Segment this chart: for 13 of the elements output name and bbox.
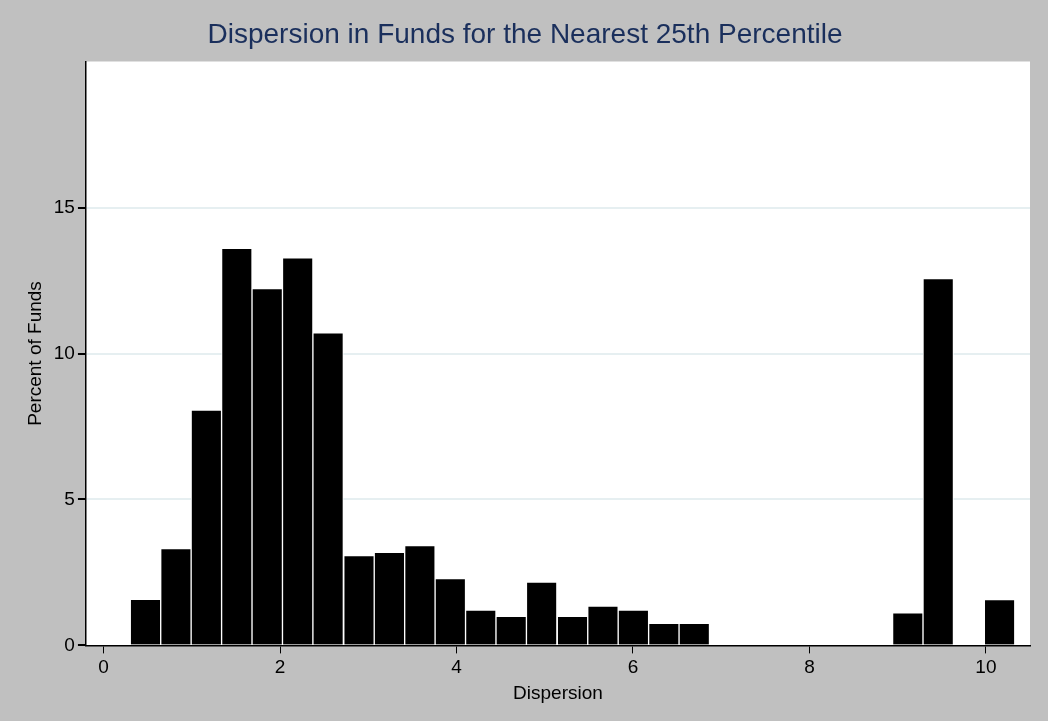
x-tick-label: 6 — [627, 656, 639, 678]
y-tick-label: 5 — [64, 487, 75, 509]
y-axis-title: Percent of Funds — [23, 281, 45, 426]
x-tick-label: 8 — [804, 656, 815, 678]
chart-title: Dispersion in Funds for the Nearest 25th Percentile — [207, 17, 843, 49]
x-tick-label: 4 — [451, 656, 463, 678]
y-tick-label: 0 — [64, 633, 75, 655]
y-tick-label: 10 — [53, 341, 75, 363]
x-axis-title: Dispersion — [513, 681, 603, 703]
x-tick-label: 10 — [975, 656, 997, 678]
y-tick-label: 15 — [53, 195, 75, 217]
x-tick-label: 0 — [98, 656, 109, 678]
x-tick-label: 2 — [274, 656, 286, 678]
